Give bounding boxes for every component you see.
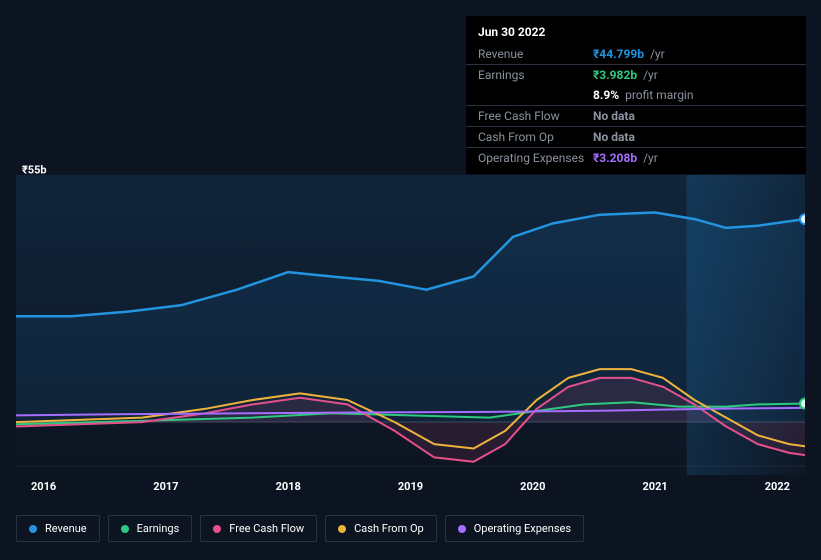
tooltip-row-unit: /yr	[647, 47, 665, 61]
chart-tooltip: Jun 30 2022 Revenue₹44.799b /yrEarnings₹…	[466, 16, 806, 174]
x-axis-labels: 2016 2017 2018 2019 2020 2021 2022	[16, 480, 805, 500]
tooltip-row-value: ₹44.799b	[593, 47, 644, 61]
x-tick-label: 2016	[31, 480, 56, 493]
x-tick-label: 2021	[642, 480, 667, 493]
tooltip-row-unit: /yr	[640, 151, 658, 165]
legend-label: Operating Expenses	[474, 522, 571, 535]
tooltip-row-value: ₹3.208b	[593, 151, 637, 165]
tooltip-row: Free Cash FlowNo data	[466, 105, 806, 126]
tooltip-row-label	[478, 88, 593, 102]
tooltip-row-value: No data	[593, 130, 635, 144]
tooltip-row-unit: profit margin	[622, 88, 693, 102]
legend-dot	[338, 525, 346, 533]
endpoint-marker	[800, 399, 805, 409]
chart-legend: Revenue Earnings Free Cash Flow Cash From O…	[16, 515, 584, 542]
legend-item-cash-from-op[interactable]: Cash From Op	[325, 515, 437, 542]
tooltip-row-value-wrap: ₹44.799b /yr	[593, 47, 665, 61]
legend-item-revenue[interactable]: Revenue	[16, 515, 100, 542]
chart-plot-area	[16, 175, 805, 475]
tooltip-row: Earnings₹3.982b /yr	[466, 64, 806, 85]
endpoint-marker	[800, 214, 805, 224]
tooltip-row: Cash From OpNo data	[466, 126, 806, 147]
legend-label: Revenue	[45, 522, 87, 535]
x-tick-label: 2019	[398, 480, 423, 493]
tooltip-row-value: No data	[593, 109, 635, 123]
x-tick-label: 2018	[276, 480, 301, 493]
tooltip-row-value-wrap: 8.9% profit margin	[593, 88, 693, 102]
tooltip-row: Operating Expenses₹3.208b /yr	[466, 147, 806, 168]
legend-item-operating-expenses[interactable]: Operating Expenses	[445, 515, 584, 542]
tooltip-row-value: 8.9%	[593, 88, 619, 102]
legend-label: Earnings	[137, 522, 180, 535]
tooltip-row: 8.9% profit margin	[466, 85, 806, 105]
tooltip-row-value-wrap: ₹3.982b /yr	[593, 68, 658, 82]
legend-dot	[121, 525, 129, 533]
tooltip-row-value-wrap: ₹3.208b /yr	[593, 151, 658, 165]
tooltip-row-label: Cash From Op	[478, 130, 593, 144]
legend-dot	[458, 525, 466, 533]
tooltip-row-value-wrap: No data	[593, 130, 635, 144]
legend-item-free-cash-flow[interactable]: Free Cash Flow	[200, 515, 317, 542]
tooltip-row-label: Earnings	[478, 68, 593, 82]
tooltip-row-label: Operating Expenses	[478, 151, 593, 165]
tooltip-row: Revenue₹44.799b /yr	[466, 44, 806, 64]
x-tick-label: 2017	[153, 480, 178, 493]
legend-label: Cash From Op	[354, 522, 424, 535]
tooltip-row-value: ₹3.982b	[593, 68, 637, 82]
legend-item-earnings[interactable]: Earnings	[108, 515, 193, 542]
x-tick-label: 2020	[520, 480, 545, 493]
tooltip-row-unit: /yr	[640, 68, 658, 82]
tooltip-row-label: Free Cash Flow	[478, 109, 593, 123]
legend-label: Free Cash Flow	[229, 522, 304, 535]
tooltip-row-label: Revenue	[478, 47, 593, 61]
tooltip-date: Jun 30 2022	[466, 22, 806, 44]
legend-dot	[213, 525, 221, 533]
legend-dot	[29, 525, 37, 533]
x-tick-label: 2022	[765, 480, 790, 493]
tooltip-row-value-wrap: No data	[593, 109, 635, 123]
